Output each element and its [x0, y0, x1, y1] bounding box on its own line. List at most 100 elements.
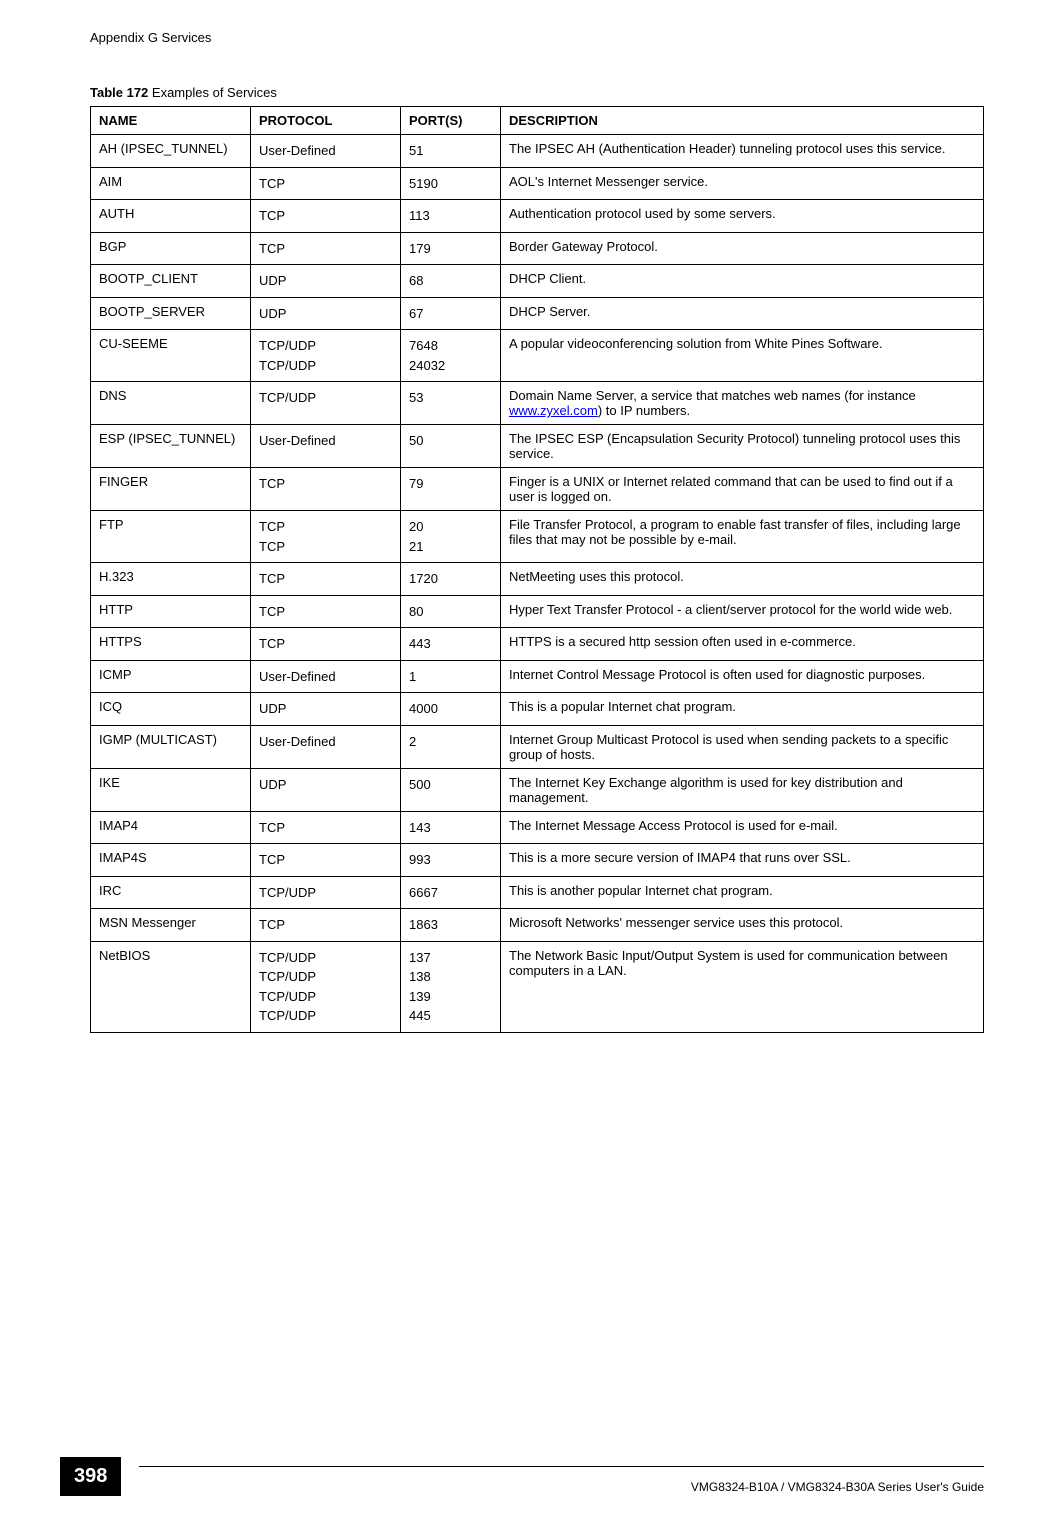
cell-name: AUTH [91, 200, 251, 233]
cell-protocol: TCP [251, 909, 401, 942]
footer-text: VMG8324-B10A / VMG8324-B30A Series User'… [691, 1480, 984, 1494]
table-row: AIMTCP5190AOL's Internet Messenger servi… [91, 167, 984, 200]
cell-name: ESP (IPSEC_TUNNEL) [91, 425, 251, 468]
cell-protocol: User-Defined [251, 660, 401, 693]
cell-name: AH (IPSEC_TUNNEL) [91, 135, 251, 168]
cell-description: Border Gateway Protocol. [501, 232, 984, 265]
table-row: IGMP (MULTICAST)User-Defined2Internet Gr… [91, 725, 984, 768]
table-row: DNSTCP/UDP53Domain Name Server, a servic… [91, 382, 984, 425]
cell-protocol: TCP/UDP [251, 876, 401, 909]
table-row: AUTHTCP113Authentication protocol used b… [91, 200, 984, 233]
cell-description: The Network Basic Input/Output System is… [501, 941, 984, 1032]
cell-ports: 993 [401, 844, 501, 877]
cell-protocol: TCP/UDP [251, 382, 401, 425]
cell-description: The Internet Message Access Protocol is … [501, 811, 984, 844]
cell-ports: 5190 [401, 167, 501, 200]
cell-description: DHCP Server. [501, 297, 984, 330]
col-header-name: NAME [91, 107, 251, 135]
table-number: Table 172 [90, 85, 148, 100]
cell-protocol: UDP [251, 297, 401, 330]
cell-description: The IPSEC AH (Authentication Header) tun… [501, 135, 984, 168]
table-row: BGPTCP179Border Gateway Protocol. [91, 232, 984, 265]
cell-protocol: TCP [251, 468, 401, 511]
table-row: IKEUDP500The Internet Key Exchange algor… [91, 768, 984, 811]
table-row: ESP (IPSEC_TUNNEL)User-Defined50The IPSE… [91, 425, 984, 468]
table-row: HTTPSTCP443HTTPS is a secured http sessi… [91, 628, 984, 661]
cell-protocol: TCP [251, 595, 401, 628]
cell-description: Internet Control Message Protocol is oft… [501, 660, 984, 693]
table-header-row: NAME PROTOCOL PORT(S) DESCRIPTION [91, 107, 984, 135]
footer-rule [139, 1466, 984, 1467]
table-row: FINGERTCP79Finger is a UNIX or Internet … [91, 468, 984, 511]
cell-description: Domain Name Server, a service that match… [501, 382, 984, 425]
cell-protocol: TCP/UDPTCP/UDPTCP/UDPTCP/UDP [251, 941, 401, 1032]
table-row: BOOTP_SERVERUDP67DHCP Server. [91, 297, 984, 330]
cell-ports: 4000 [401, 693, 501, 726]
cell-description: DHCP Client. [501, 265, 984, 298]
cell-name: IMAP4 [91, 811, 251, 844]
cell-protocol: TCP [251, 811, 401, 844]
cell-description: Authentication protocol used by some ser… [501, 200, 984, 233]
table-caption: Table 172 Examples of Services [90, 85, 984, 100]
col-header-ports: PORT(S) [401, 107, 501, 135]
table-row: FTPTCPTCP2021File Transfer Protocol, a p… [91, 511, 984, 563]
table-row: H.323TCP1720NetMeeting uses this protoco… [91, 563, 984, 596]
cell-name: HTTP [91, 595, 251, 628]
cell-protocol: TCP [251, 200, 401, 233]
cell-protocol: UDP [251, 768, 401, 811]
cell-protocol: TCP [251, 167, 401, 200]
cell-ports: 6667 [401, 876, 501, 909]
cell-description: The IPSEC ESP (Encapsulation Security Pr… [501, 425, 984, 468]
cell-ports: 50 [401, 425, 501, 468]
cell-protocol: UDP [251, 693, 401, 726]
cell-protocol: User-Defined [251, 725, 401, 768]
cell-protocol: User-Defined [251, 135, 401, 168]
cell-name: FINGER [91, 468, 251, 511]
cell-name: AIM [91, 167, 251, 200]
cell-description: This is a more secure version of IMAP4 t… [501, 844, 984, 877]
cell-name: IMAP4S [91, 844, 251, 877]
cell-ports: 80 [401, 595, 501, 628]
cell-ports: 1720 [401, 563, 501, 596]
cell-ports: 764824032 [401, 330, 501, 382]
cell-description: A popular videoconferencing solution fro… [501, 330, 984, 382]
cell-description: Internet Group Multicast Protocol is use… [501, 725, 984, 768]
cell-ports: 500 [401, 768, 501, 811]
table-row: IMAP4STCP993This is a more secure versio… [91, 844, 984, 877]
cell-description: The Internet Key Exchange algorithm is u… [501, 768, 984, 811]
cell-description: This is another popular Internet chat pr… [501, 876, 984, 909]
cell-name: IRC [91, 876, 251, 909]
cell-description: This is a popular Internet chat program. [501, 693, 984, 726]
cell-name: BGP [91, 232, 251, 265]
cell-name: BOOTP_CLIENT [91, 265, 251, 298]
cell-ports: 1863 [401, 909, 501, 942]
services-table: NAME PROTOCOL PORT(S) DESCRIPTION AH (IP… [90, 106, 984, 1033]
cell-protocol: TCP/UDPTCP/UDP [251, 330, 401, 382]
cell-name: IGMP (MULTICAST) [91, 725, 251, 768]
col-header-protocol: PROTOCOL [251, 107, 401, 135]
cell-description: Microsoft Networks' messenger service us… [501, 909, 984, 942]
cell-name: CU-SEEME [91, 330, 251, 382]
cell-protocol: TCP [251, 232, 401, 265]
table-row: CU-SEEMETCP/UDPTCP/UDP764824032A popular… [91, 330, 984, 382]
cell-ports: 137138139445 [401, 941, 501, 1032]
cell-description: Hyper Text Transfer Protocol - a client/… [501, 595, 984, 628]
cell-name: FTP [91, 511, 251, 563]
col-header-description: DESCRIPTION [501, 107, 984, 135]
table-title: Examples of Services [148, 85, 277, 100]
cell-name: IKE [91, 768, 251, 811]
description-link[interactable]: www.zyxel.com [509, 403, 598, 418]
table-row: IMAP4TCP143The Internet Message Access P… [91, 811, 984, 844]
cell-ports: 51 [401, 135, 501, 168]
cell-ports: 68 [401, 265, 501, 298]
cell-ports: 179 [401, 232, 501, 265]
cell-description: File Transfer Protocol, a program to ena… [501, 511, 984, 563]
cell-name: DNS [91, 382, 251, 425]
table-row: MSN MessengerTCP1863Microsoft Networks' … [91, 909, 984, 942]
cell-name: HTTPS [91, 628, 251, 661]
cell-name: H.323 [91, 563, 251, 596]
table-row: NetBIOSTCP/UDPTCP/UDPTCP/UDPTCP/UDP13713… [91, 941, 984, 1032]
cell-ports: 143 [401, 811, 501, 844]
cell-name: ICQ [91, 693, 251, 726]
table-row: HTTPTCP80Hyper Text Transfer Protocol - … [91, 595, 984, 628]
